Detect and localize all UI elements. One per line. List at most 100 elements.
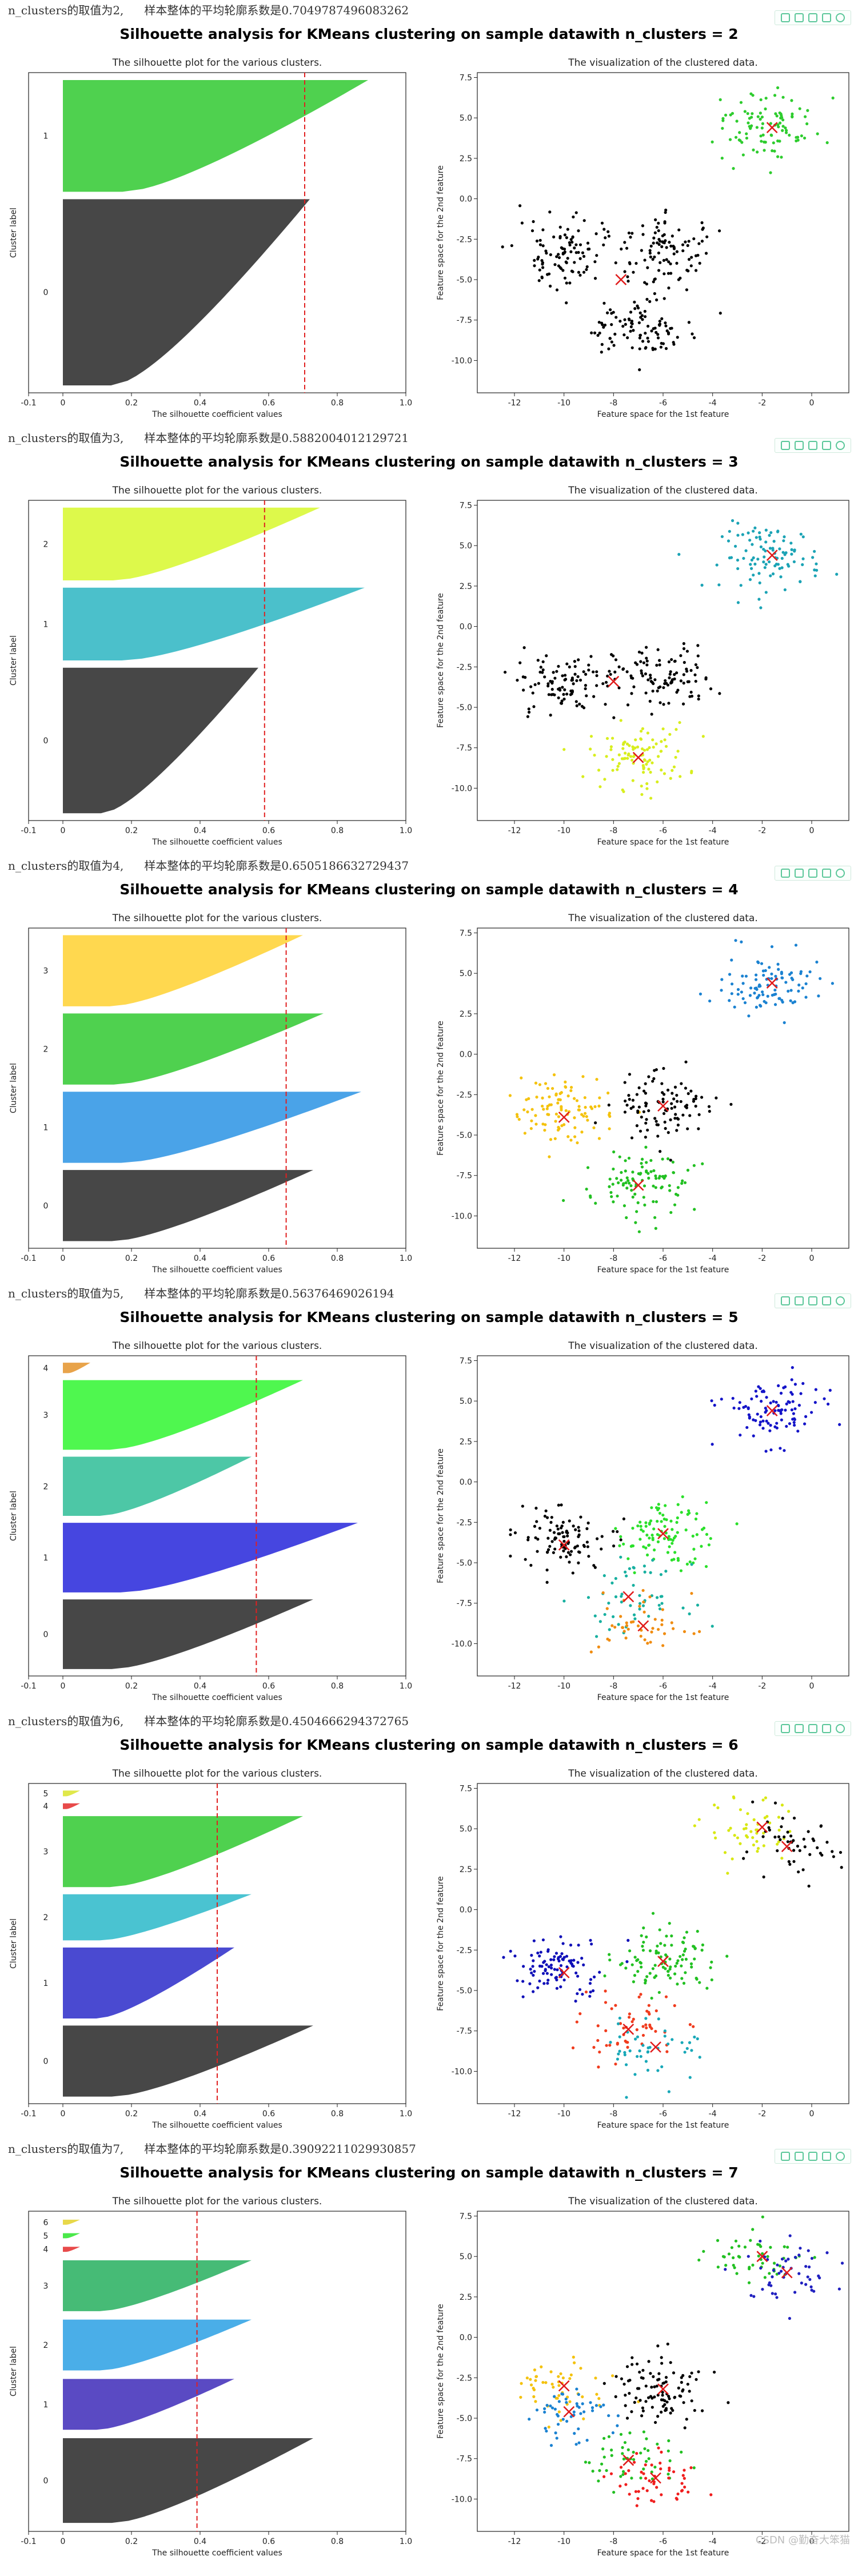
settings-icon[interactable] xyxy=(836,869,845,878)
scatter-point xyxy=(665,258,668,261)
fullscreen-icon[interactable] xyxy=(795,1724,804,1733)
scatter-point xyxy=(611,2431,614,2435)
scatter-point xyxy=(756,150,759,154)
scatter-point xyxy=(621,747,625,750)
scatter-point xyxy=(648,746,651,750)
scatter-point xyxy=(602,2475,606,2478)
scatter-point xyxy=(779,1391,783,1395)
scatter-point xyxy=(642,1545,645,1548)
scatter-point xyxy=(657,242,661,246)
save-icon[interactable] xyxy=(781,441,790,450)
copy-icon[interactable] xyxy=(808,2152,817,2161)
scatter-point xyxy=(658,1511,662,1515)
save-icon[interactable] xyxy=(781,869,790,878)
scatter-point xyxy=(694,269,698,272)
scatter-point xyxy=(729,1102,733,1106)
fullscreen-icon[interactable] xyxy=(795,1296,804,1305)
fullscreen-icon[interactable] xyxy=(795,441,804,450)
x-tick-label: -10 xyxy=(557,2537,570,2546)
scatter-point xyxy=(624,2394,627,2397)
export-icon[interactable] xyxy=(822,13,831,22)
scatter-point xyxy=(668,1189,672,1192)
fullscreen-icon[interactable] xyxy=(795,2152,804,2161)
settings-icon[interactable] xyxy=(836,1724,845,1733)
fullscreen-icon[interactable] xyxy=(795,869,804,878)
settings-icon[interactable] xyxy=(836,441,845,450)
scatter-point xyxy=(624,1159,627,1162)
settings-icon[interactable] xyxy=(836,2152,845,2161)
chart-toolbar xyxy=(775,2149,851,2164)
copy-icon[interactable] xyxy=(808,441,817,450)
x-tick-label: -0.1 xyxy=(21,1254,36,1263)
scatter-point xyxy=(552,1073,556,1077)
scatter-point xyxy=(680,1964,683,1968)
center-stroke xyxy=(558,2380,570,2392)
settings-icon[interactable] xyxy=(836,13,845,22)
scatter-point xyxy=(727,2401,730,2404)
scatter-point xyxy=(619,2475,622,2478)
export-icon[interactable] xyxy=(822,1724,831,1733)
scatter-point xyxy=(639,660,642,663)
scatter-point xyxy=(647,1109,651,1113)
scatter-point xyxy=(573,261,576,264)
scatter-point xyxy=(534,2375,538,2378)
export-icon[interactable] xyxy=(822,2152,831,2161)
save-icon[interactable] xyxy=(781,1724,790,1733)
scatter-point xyxy=(591,1989,595,1993)
y-tick-label: 7.5 xyxy=(460,73,472,82)
copy-icon[interactable] xyxy=(808,13,817,22)
fullscreen-icon[interactable] xyxy=(795,13,804,22)
export-icon[interactable] xyxy=(822,1296,831,1305)
cluster-label-0: 0 xyxy=(43,288,49,297)
scatter-point xyxy=(555,288,559,292)
cluster-label-3: 3 xyxy=(43,967,49,976)
scatter-point xyxy=(626,1938,630,1942)
settings-icon[interactable] xyxy=(836,1296,845,1305)
scatter-point xyxy=(554,1120,557,1123)
scatter-point xyxy=(574,1971,578,1975)
scatter-point xyxy=(573,1135,577,1138)
scatter-point xyxy=(570,692,573,695)
y-tick-label: -5.0 xyxy=(457,703,472,712)
scatter-point xyxy=(667,1131,670,1134)
save-icon[interactable] xyxy=(781,2152,790,2161)
scatter-point xyxy=(644,1136,647,1139)
scatter-point xyxy=(779,1409,782,1412)
copy-icon[interactable] xyxy=(808,869,817,878)
scatter-point xyxy=(735,2272,739,2275)
y-tick-label: -5.0 xyxy=(457,1559,472,1568)
scatter-point xyxy=(521,1980,525,1983)
scatter-point xyxy=(576,675,580,678)
export-icon[interactable] xyxy=(822,869,831,878)
scatter-point xyxy=(704,252,708,255)
scatter-point xyxy=(674,755,677,759)
scatter-plot: The visualization of the clustered data.… xyxy=(436,57,849,419)
scatter-point xyxy=(779,575,783,579)
copy-icon[interactable] xyxy=(808,1724,817,1733)
cluster-center-marker xyxy=(637,1620,649,1632)
copy-icon[interactable] xyxy=(808,1296,817,1305)
scatter-point xyxy=(600,221,604,225)
scatter-point xyxy=(654,1174,657,1178)
scatter-point xyxy=(575,2387,578,2391)
scatter-point xyxy=(565,1555,568,1559)
scatter-point xyxy=(773,1801,777,1805)
scatter-point xyxy=(561,2392,565,2396)
save-icon[interactable] xyxy=(781,1296,790,1305)
save-icon[interactable] xyxy=(781,13,790,22)
scatter-point xyxy=(548,210,552,214)
silhouette-xlabel: The silhouette coefficient values xyxy=(151,410,282,419)
y-tick-label: 2.5 xyxy=(460,154,472,164)
x-tick-label: 0.4 xyxy=(194,1254,206,1263)
scatter-point xyxy=(553,2395,556,2398)
scatter-point xyxy=(577,658,580,662)
silhouette-plot-title: The silhouette plot for the various clus… xyxy=(112,913,322,924)
scatter-point xyxy=(550,2406,554,2410)
scatter-point xyxy=(777,1404,780,1408)
scatter-point xyxy=(653,231,657,234)
scatter-point xyxy=(663,772,667,775)
export-icon[interactable] xyxy=(822,441,831,450)
scatter-point xyxy=(764,1450,768,1453)
scatter-point xyxy=(636,304,639,308)
scatter-point xyxy=(755,126,759,129)
